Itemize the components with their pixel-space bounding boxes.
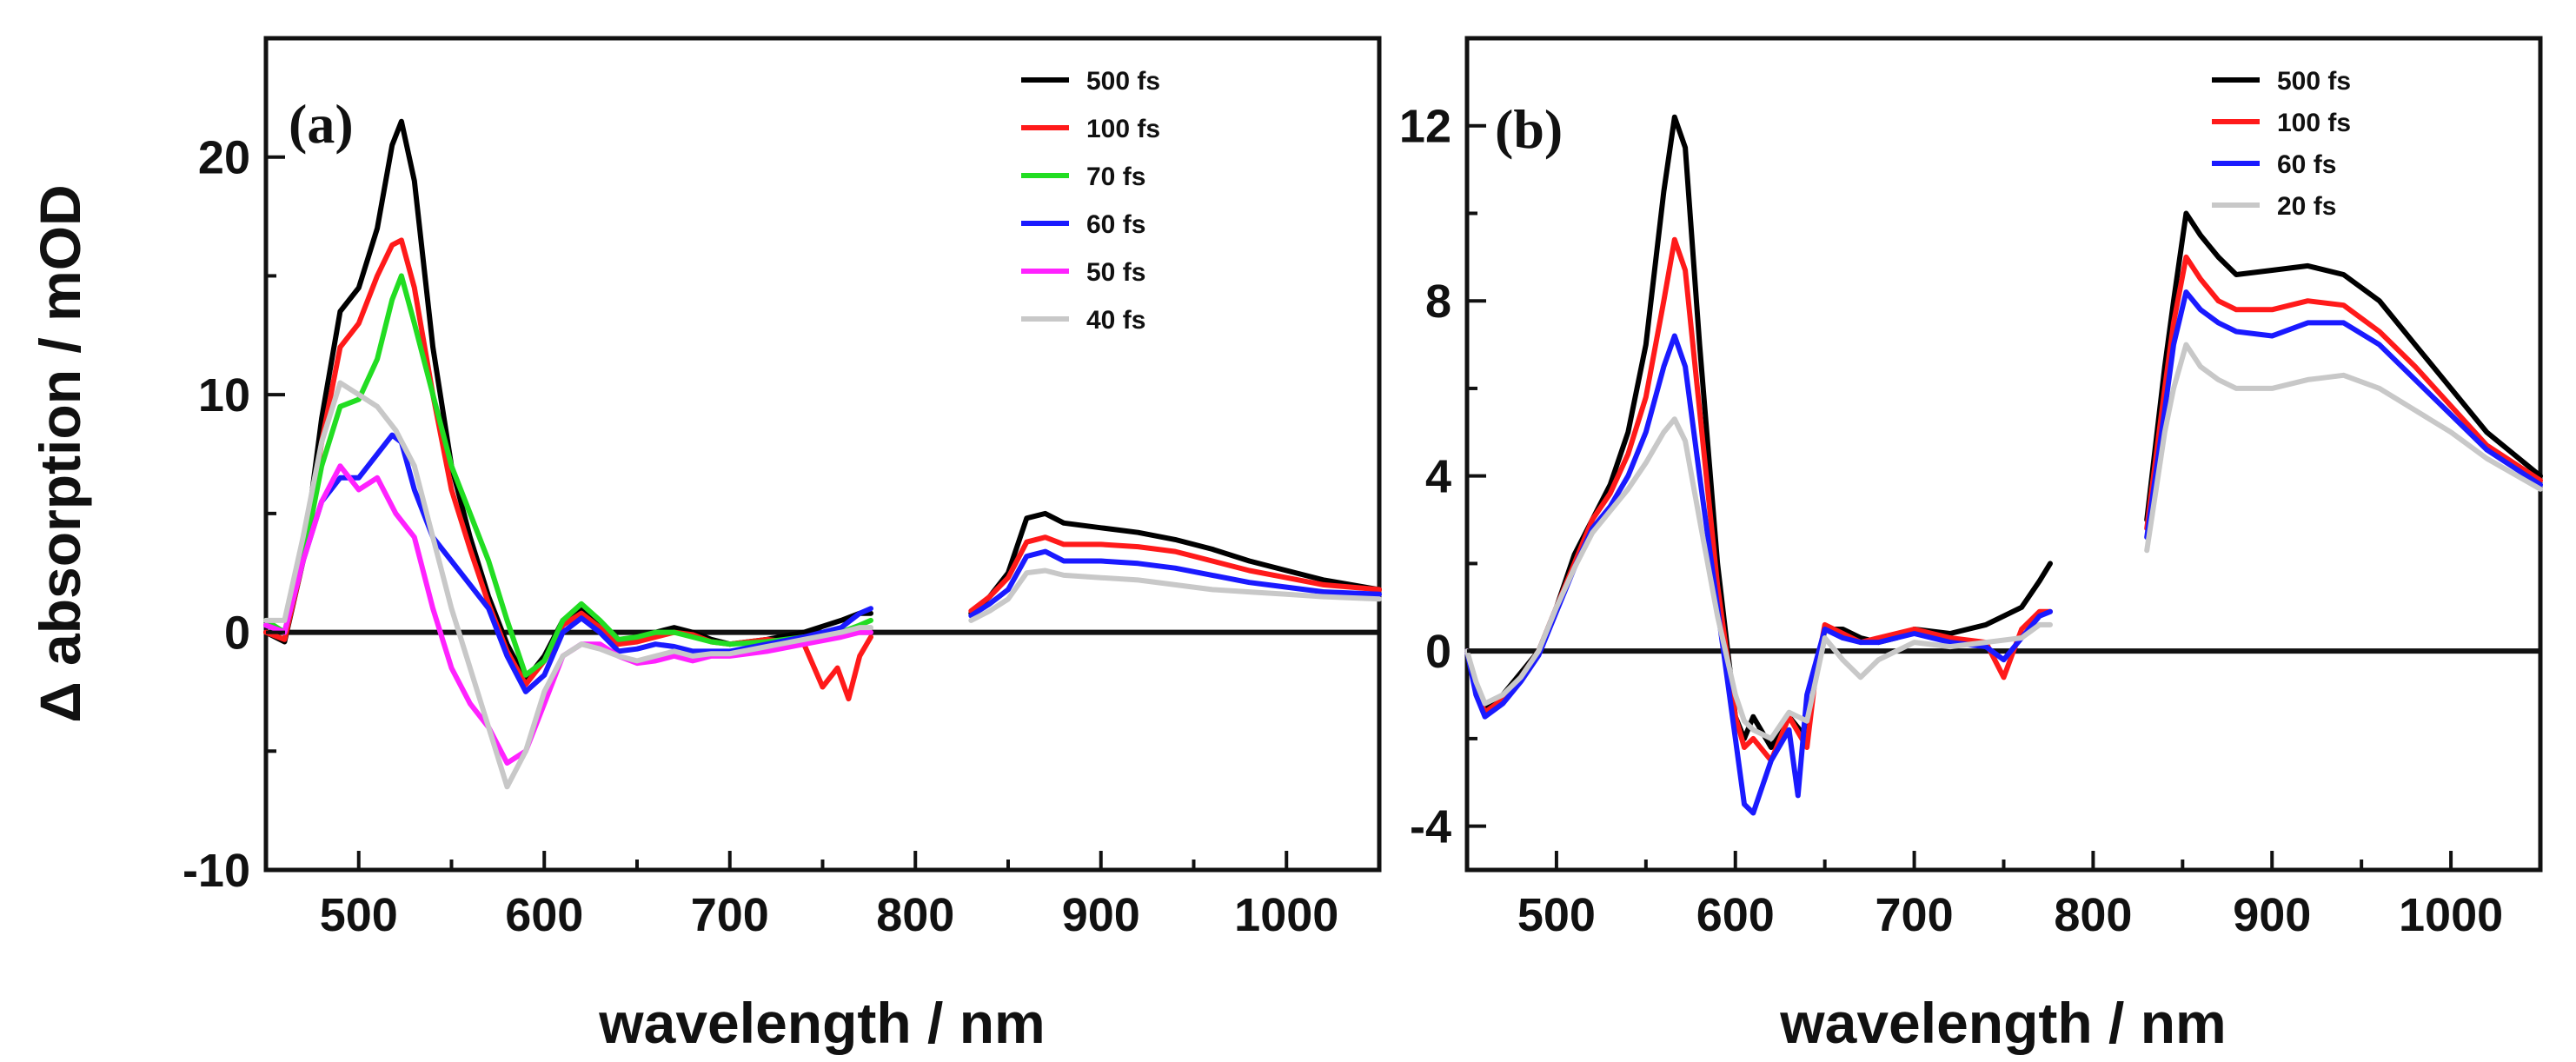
y-tick-label-b: 4 <box>1425 451 1451 503</box>
legend-label-500-fs-b: 500 fs <box>2277 67 2351 96</box>
x-tick-label-a: 500 <box>320 889 398 941</box>
y-tick-label-b: 0 <box>1425 626 1451 678</box>
legend-b: 500 fs 100 fs 60 fs 20 fs <box>2212 67 2351 221</box>
legend-label-40-fs-a: 40 fs <box>1086 306 1145 335</box>
series-500-fs-line-a-seg1 <box>968 510 1382 616</box>
x-tick-label-b: 600 <box>1696 889 1775 941</box>
y-tick-label-b: 12 <box>1399 101 1451 153</box>
y-tick-label-b: 8 <box>1425 275 1451 328</box>
legend-label-500-fs-a: 500 fs <box>1086 67 1160 96</box>
y-tick-label-a: 10 <box>198 369 250 421</box>
series-20-fs-line-b-seg1 <box>2144 342 2543 554</box>
x-tick-label-a: 700 <box>691 889 769 941</box>
legend-label-60-fs-b: 60 fs <box>2277 150 2336 179</box>
panel-label-b: (b) <box>1495 98 1563 160</box>
panel-label-a: (a) <box>289 93 354 155</box>
x-tick-label-b: 800 <box>2054 889 2132 941</box>
series-20-fs-line-b-seg0 <box>1464 416 2053 741</box>
y-tick-label-a: 20 <box>198 132 250 184</box>
legend-label-20-fs-b: 20 fs <box>2277 192 2336 221</box>
series-60-fs-line-a-seg1 <box>968 548 1382 619</box>
series-40-fs-line-a-seg1 <box>968 568 1382 623</box>
series-40-fs-line-a-seg0 <box>263 380 873 790</box>
series-100-fs-line-b-seg1 <box>2144 254 2543 532</box>
y-tick-label-a: -10 <box>183 845 250 897</box>
series-100-fs-line-b-seg0 <box>1464 236 2053 764</box>
panel-a: 500 600 700 800 900 1000 -10 0 10 20 (a) Δ absorp… <box>28 36 1382 1055</box>
x-tick-label-a: 900 <box>1062 889 1140 941</box>
legend-label-100-fs-a: 100 fs <box>1086 115 1160 143</box>
legend-label-100-fs-b: 100 fs <box>2277 109 2351 137</box>
series-layer-a <box>263 118 1382 790</box>
x-axis-title-a: wavelength / nm <box>598 991 1045 1055</box>
x-tick-label-a: 1000 <box>1234 889 1338 941</box>
legend-label-70-fs-a: 70 fs <box>1086 163 1145 191</box>
series-500-fs-line-b-seg1 <box>2144 210 2543 523</box>
y-tick-label-a: 0 <box>224 607 250 660</box>
legend-label-60-fs-a: 60 fs <box>1086 210 1145 239</box>
legend-label-50-fs-a: 50 fs <box>1086 258 1145 287</box>
series-60-fs-line-b-seg1 <box>2144 289 2543 541</box>
x-tick-label-b: 700 <box>1876 889 1954 941</box>
series-100-fs-line-a-seg1 <box>968 534 1382 614</box>
legend-a: 500 fs 100 fs 70 fs 60 fs 50 fs 40 fs <box>1021 67 1160 335</box>
series-70-fs-line-a-seg0 <box>263 273 873 678</box>
x-tick-label-b: 500 <box>1517 889 1596 941</box>
y-tick-label-b: -4 <box>1410 801 1451 853</box>
x-axis-title-b: wavelength / nm <box>1779 991 2226 1055</box>
x-tick-label-b: 1000 <box>2399 889 2503 941</box>
plot-frame-a <box>263 36 1382 873</box>
series-layer-b <box>1464 114 2543 816</box>
panel-b: 500 600 700 800 900 1000 -4 0 4 8 12 (b) wavelengt… <box>1399 36 2543 1055</box>
x-tick-label-a: 800 <box>876 889 954 941</box>
y-axis-title-a: Δ absorption / mOD <box>28 184 92 722</box>
x-tick-label-a: 600 <box>505 889 583 941</box>
x-tick-label-b: 900 <box>2233 889 2311 941</box>
